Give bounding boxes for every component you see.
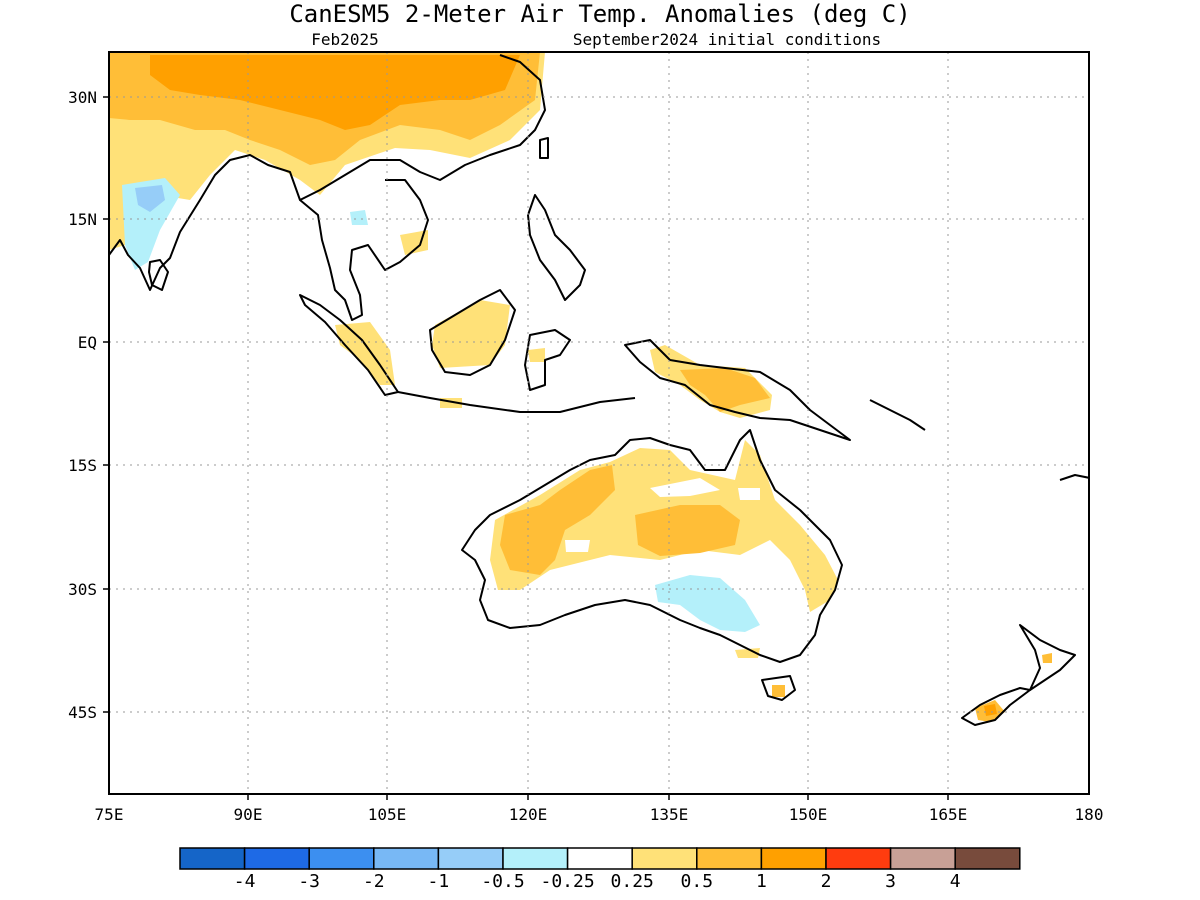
colorbar-swatch xyxy=(308,847,375,870)
colorbar-label: 4 xyxy=(950,871,961,892)
coast-new-guinea xyxy=(624,339,851,441)
anomaly-australia-warm-2 xyxy=(635,505,740,556)
anomaly-australia-white-gap-3 xyxy=(738,488,760,500)
coast-sumatra xyxy=(299,294,399,396)
coast-taiwan xyxy=(539,137,549,159)
x-tick-label: 135E xyxy=(650,805,689,824)
colorbar-swatch xyxy=(179,847,246,870)
anomaly-nz-north-warm xyxy=(1042,653,1052,663)
colorbar-swatch xyxy=(631,847,698,870)
colorbar-swatch xyxy=(954,847,1021,870)
anomaly-sumatra-warm xyxy=(335,322,395,385)
colorbar-label: -4 xyxy=(234,871,256,892)
x-tick-label: 120E xyxy=(509,805,548,824)
anomaly-nz-south-warm-2 xyxy=(984,704,997,716)
anomaly-australia-warm xyxy=(500,465,615,575)
colorbar-swatch xyxy=(243,847,310,870)
coast-sri-lanka xyxy=(148,259,169,291)
map-frame xyxy=(108,51,1090,795)
x-axis: 75E 90E 105E 120E 135E 150E 165E 180 xyxy=(95,794,1104,824)
y-tick-label: 30N xyxy=(68,88,97,107)
colorbar-label: -0.5 xyxy=(481,871,524,892)
x-tick-label: 105E xyxy=(368,805,407,824)
x-tick-label: 90E xyxy=(234,805,263,824)
colorbar-label: -2 xyxy=(363,871,385,892)
coast-solomons xyxy=(869,399,926,431)
anomaly-new-guinea-warm-2 xyxy=(680,368,770,412)
colorbar-label: -0.25 xyxy=(541,871,595,892)
coast-borneo xyxy=(429,289,516,376)
colorbar-swatch xyxy=(760,847,827,870)
anomaly-asia-strong-warm xyxy=(150,55,520,130)
y-tick-label: EQ xyxy=(78,333,97,352)
graticule xyxy=(109,52,1089,794)
figure-title: CanESM5 2-Meter Air Temp. Anomalies (deg… xyxy=(289,0,910,28)
colorbar-label: -3 xyxy=(298,871,320,892)
coast-nz-south xyxy=(961,687,1031,726)
y-tick-label: 15S xyxy=(68,456,97,475)
coast-vanuatu-fiji xyxy=(1059,474,1089,481)
y-axis: 30N 15N EQ 15S 30S 45S xyxy=(68,88,109,722)
x-tick-label: 75E xyxy=(95,805,124,824)
init-conditions-label: September2024 initial conditions xyxy=(573,30,881,49)
colorbar-swatch xyxy=(825,847,892,870)
colorbar-label: 1 xyxy=(756,871,767,892)
coast-indochina xyxy=(299,179,429,321)
anomaly-tasmania-warm xyxy=(772,685,785,697)
colorbar-labels: -4 -3 -2 -1 -0.5 -0.25 0.25 0.5 1 2 3 4 xyxy=(234,871,961,892)
colorbar-swatch xyxy=(502,847,569,870)
coastlines xyxy=(109,54,1089,726)
x-tick-label: 150E xyxy=(789,805,828,824)
colorbar-label: 2 xyxy=(821,871,832,892)
coast-philippines xyxy=(527,194,586,301)
anomaly-india-cool xyxy=(122,178,180,270)
colorbar-label: 0.25 xyxy=(611,871,654,892)
colorbar-swatch xyxy=(373,847,440,870)
colorbar-label: 3 xyxy=(885,871,896,892)
anomaly-sulawesi-warm xyxy=(528,348,545,362)
anomaly-australia-cool xyxy=(655,575,760,632)
colorbar-swatch xyxy=(696,847,763,870)
coast-tasmania xyxy=(761,675,796,701)
colorbar-swatch xyxy=(437,847,504,870)
y-tick-label: 15N xyxy=(68,210,97,229)
y-tick-label: 45S xyxy=(68,703,97,722)
colorbar-label: -1 xyxy=(428,871,450,892)
anomaly-indochina-cool xyxy=(350,210,368,225)
valid-month-label: Feb2025 xyxy=(311,30,378,49)
anomaly-indochina-warm xyxy=(400,230,428,255)
coast-java xyxy=(397,391,636,413)
coast-australia xyxy=(461,429,843,663)
y-tick-label: 30S xyxy=(68,580,97,599)
anomaly-india-cool-2 xyxy=(135,185,165,212)
colorbar-swatches xyxy=(179,847,1021,870)
colorbar-label: 0.5 xyxy=(681,871,714,892)
map-background xyxy=(109,52,1089,794)
map-area xyxy=(109,52,1089,794)
x-tick-label: 180 xyxy=(1075,805,1104,824)
anomaly-australia-white-gap-2 xyxy=(650,478,720,497)
coast-nz-north xyxy=(1019,624,1076,691)
x-tick-label: 165E xyxy=(929,805,968,824)
colorbar: -4 -3 -2 -1 -0.5 -0.25 0.25 0.5 1 2 3 4 xyxy=(179,847,1021,892)
colorbar-swatch xyxy=(566,847,633,870)
coast-sulawesi xyxy=(524,329,571,391)
anomaly-australia-white-gap xyxy=(565,540,590,552)
anomaly-se-australia-warm xyxy=(735,648,760,658)
colorbar-swatch xyxy=(889,847,956,870)
